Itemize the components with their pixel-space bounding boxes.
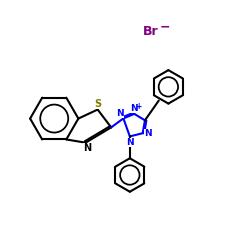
- Text: +: +: [136, 102, 142, 111]
- Text: N: N: [130, 104, 138, 112]
- Text: N: N: [83, 144, 91, 154]
- Text: N: N: [126, 138, 134, 147]
- Text: Br: Br: [143, 25, 158, 38]
- Text: N: N: [116, 109, 123, 118]
- Text: N: N: [144, 129, 152, 138]
- Text: S: S: [94, 99, 101, 109]
- Text: −: −: [160, 20, 170, 34]
